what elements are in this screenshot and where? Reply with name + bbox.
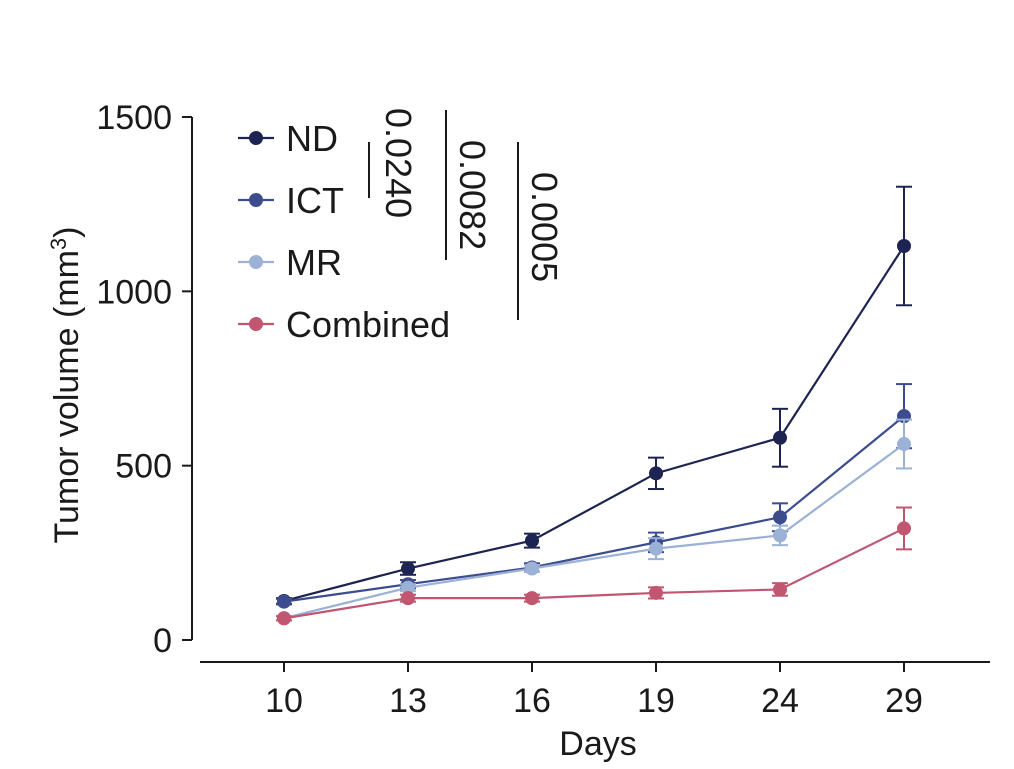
data-point: [897, 437, 911, 452]
p-value-bracket: 0.0005: [517, 142, 565, 320]
data-point: [773, 528, 787, 543]
data-point: [649, 466, 663, 481]
data-point: [525, 533, 539, 548]
p-value-label: 0.0082: [452, 140, 493, 250]
x-axis-label: Days: [559, 725, 636, 763]
data-point: [525, 561, 539, 576]
y-tick-label: 1500: [96, 99, 172, 137]
data-point: [773, 430, 787, 445]
series-line-combined: [283, 527, 905, 620]
x-tick-label: 10: [265, 682, 303, 720]
legend-marker: [249, 131, 263, 145]
x-tick-label: 19: [637, 682, 675, 720]
data-point: [649, 541, 663, 556]
data-point: [773, 510, 787, 525]
significance-annotations: 0.0240 0.0082 0.0005: [368, 108, 565, 320]
legend-label: ND: [286, 118, 338, 159]
series-mr: [276, 418, 912, 626]
p-value-bracket: 0.0240: [368, 108, 419, 218]
legend-label: MR: [286, 242, 342, 283]
y-tick-label: 1000: [96, 273, 172, 311]
y-axis-label: Tumor volume (mm3): [46, 226, 86, 543]
series-line-ict: [283, 415, 905, 603]
p-value-label: 0.0005: [524, 172, 565, 282]
series-combined: [276, 506, 912, 626]
x-tick-label: 13: [389, 682, 427, 720]
data-point: [277, 594, 291, 609]
legend-label: Combined: [286, 304, 450, 345]
legend-marker: [249, 193, 263, 207]
series-ict: [276, 383, 912, 609]
series-line-nd: [283, 245, 905, 603]
data-point: [649, 585, 663, 600]
series-nd: [276, 185, 912, 608]
p-value-label: 0.0240: [378, 108, 419, 218]
p-value-bracket: 0.0082: [445, 110, 493, 260]
legend-item: Combined: [238, 304, 450, 345]
data-point: [277, 611, 291, 626]
legend-marker: [249, 255, 263, 269]
data-point: [401, 561, 415, 576]
data-point: [401, 591, 415, 606]
data-point: [773, 582, 787, 597]
legend-label: ICT: [286, 180, 344, 221]
data-point: [401, 580, 415, 595]
data-point: [897, 521, 911, 536]
x-tick-label: 24: [761, 682, 799, 720]
x-tick-label: 29: [885, 682, 923, 720]
y-tick-label: 0: [153, 622, 172, 660]
legend-item: ICT: [238, 180, 344, 221]
legend-item: MR: [238, 242, 342, 283]
data-point: [525, 591, 539, 606]
x-tick-label: 16: [513, 682, 551, 720]
legend: ND ICT MR Combined: [238, 118, 450, 345]
data-point: [897, 239, 911, 254]
legend-item: ND: [238, 118, 338, 159]
y-tick-label: 500: [115, 448, 172, 486]
legend-marker: [249, 317, 263, 331]
series-line-mr: [283, 443, 905, 620]
